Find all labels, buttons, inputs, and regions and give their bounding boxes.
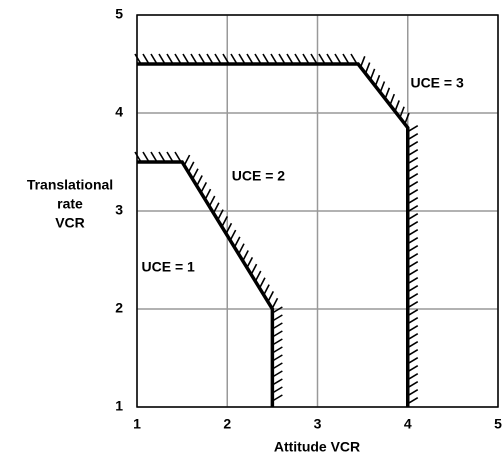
y-tick-label: 3 [115,202,123,218]
y-axis-label: rate [57,196,83,212]
x-tick-label: 3 [314,416,322,432]
boundary-line [137,62,410,407]
x-tick-label: 5 [494,416,502,432]
y-axis-label: VCR [55,215,85,231]
plot-frame [136,14,499,408]
x-tick-label: 1 [133,416,141,432]
y-tick-label: 2 [115,300,123,316]
x-tick-label: 2 [223,416,231,432]
region-label: UCE = 3 [410,74,464,90]
region-label: UCE = 2 [232,167,286,183]
region-label: UCE = 1 [142,259,196,275]
x-axis-label: Attitude VCR [274,439,360,455]
y-tick-label: 4 [115,104,123,120]
x-tick-label: 4 [404,416,412,432]
y-axis-label: Translational [27,177,113,193]
y-tick-label: 1 [115,398,123,414]
y-tick-label: 5 [115,6,123,22]
boundary-line [137,160,275,407]
